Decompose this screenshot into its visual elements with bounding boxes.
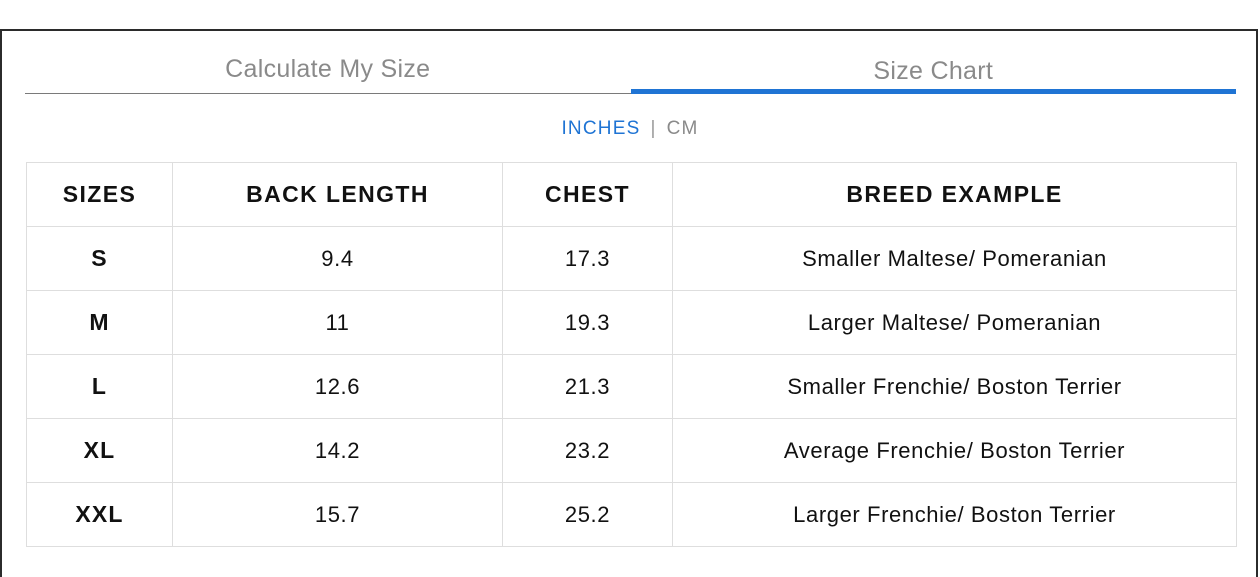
tab-size-chart[interactable]: Size Chart bbox=[630, 45, 1236, 94]
chest-cell: 23.2 bbox=[502, 418, 673, 483]
header-back-length: BACK LENGTH bbox=[172, 162, 503, 227]
back-length-cell: 14.2 bbox=[172, 418, 503, 483]
tab-calculate-my-size-label: Calculate My Size bbox=[225, 55, 431, 83]
unit-inches-option[interactable]: INCHES bbox=[561, 118, 641, 139]
size-cell: S bbox=[26, 226, 173, 291]
breed-example-cell: Smaller Maltese/ Pomeranian bbox=[672, 226, 1237, 291]
tab-calculate-my-size[interactable]: Calculate My Size bbox=[25, 45, 631, 94]
size-chart-table: SIZES BACK LENGTH CHEST BREED EXAMPLE S … bbox=[26, 162, 1237, 547]
table-row: M 11 19.3 Larger Maltese/ Pomeranian bbox=[26, 290, 1237, 355]
size-cell: XXL bbox=[26, 482, 173, 547]
size-guide-panel bbox=[0, 29, 1258, 577]
unit-separator: | bbox=[650, 118, 657, 139]
tab-size-chart-label: Size Chart bbox=[873, 57, 994, 85]
size-guide-tabs: Calculate My Size Size Chart bbox=[25, 45, 1236, 97]
breed-example-cell: Smaller Frenchie/ Boston Terrier bbox=[672, 354, 1237, 419]
table-row: XL 14.2 23.2 Average Frenchie/ Boston Te… bbox=[26, 418, 1237, 483]
unit-toggle: INCHES | CM bbox=[0, 118, 1260, 140]
breed-example-cell: Average Frenchie/ Boston Terrier bbox=[672, 418, 1237, 483]
chest-cell: 17.3 bbox=[502, 226, 673, 291]
breed-example-cell: Larger Maltese/ Pomeranian bbox=[672, 290, 1237, 355]
back-length-cell: 11 bbox=[172, 290, 503, 355]
table-row: XXL 15.7 25.2 Larger Frenchie/ Boston Te… bbox=[26, 482, 1237, 547]
size-cell: XL bbox=[26, 418, 173, 483]
size-cell: M bbox=[26, 290, 173, 355]
table-row: S 9.4 17.3 Smaller Maltese/ Pomeranian bbox=[26, 226, 1237, 291]
size-cell: L bbox=[26, 354, 173, 419]
table-header-row: SIZES BACK LENGTH CHEST BREED EXAMPLE bbox=[26, 162, 1237, 227]
unit-cm-option[interactable]: CM bbox=[666, 118, 699, 139]
chest-cell: 25.2 bbox=[502, 482, 673, 547]
table-row: L 12.6 21.3 Smaller Frenchie/ Boston Ter… bbox=[26, 354, 1237, 419]
header-sizes: SIZES bbox=[26, 162, 173, 227]
chest-cell: 21.3 bbox=[502, 354, 673, 419]
back-length-cell: 9.4 bbox=[172, 226, 503, 291]
back-length-cell: 12.6 bbox=[172, 354, 503, 419]
header-chest: CHEST bbox=[502, 162, 673, 227]
back-length-cell: 15.7 bbox=[172, 482, 503, 547]
header-breed-example: BREED EXAMPLE bbox=[672, 162, 1237, 227]
chest-cell: 19.3 bbox=[502, 290, 673, 355]
breed-example-cell: Larger Frenchie/ Boston Terrier bbox=[672, 482, 1237, 547]
